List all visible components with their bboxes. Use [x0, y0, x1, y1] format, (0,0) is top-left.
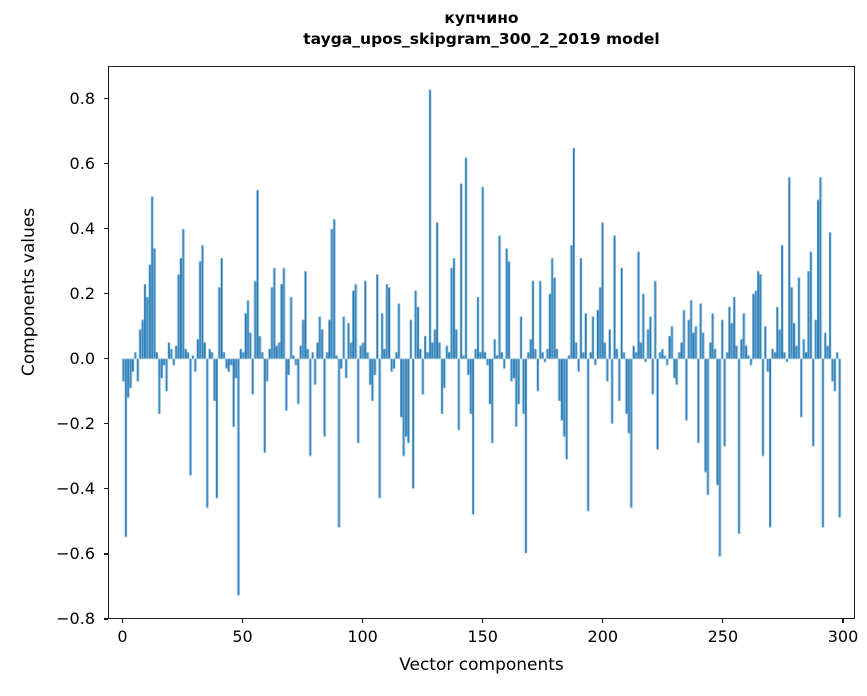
y-tick-label: −0.6 [56, 543, 95, 563]
y-tick-mark [103, 293, 108, 295]
y-tick-label: 0.2 [69, 283, 95, 303]
x-tick-mark [602, 618, 604, 623]
y-tick-mark [103, 228, 108, 230]
y-tick-label: 0.0 [69, 348, 95, 368]
x-tick-mark [722, 618, 724, 623]
x-tick-label: 250 [707, 627, 739, 646]
y-tick-label: −0.8 [56, 609, 95, 628]
y-tick-mark [103, 618, 108, 620]
x-tick-mark [482, 618, 484, 623]
x-tick-mark [842, 618, 844, 623]
bar-series-canvas [109, 67, 854, 618]
chart-title-line1: купчино [444, 9, 519, 27]
x-axis-label: Vector components [399, 655, 564, 675]
x-tick-mark [362, 618, 364, 623]
y-tick-mark [103, 358, 108, 360]
x-tick-label: 300 [827, 627, 859, 646]
x-tick-label: 200 [587, 627, 619, 646]
y-tick-label: −0.4 [56, 478, 95, 498]
y-tick-mark [103, 162, 108, 165]
x-tick-label: 100 [347, 627, 378, 646]
x-tick-mark [121, 618, 123, 623]
x-tick-mark [241, 618, 244, 623]
y-tick-label: 0.6 [69, 153, 95, 173]
x-tick-label: 50 [232, 627, 253, 646]
y-tick-label: 0.8 [69, 88, 95, 108]
y-axis-label: Components values [19, 207, 39, 377]
x-tick-label: 150 [467, 627, 498, 646]
chart-title-line2: tayga_upos_skipgram_300_2_2019 model [303, 30, 660, 48]
y-tick-mark [103, 553, 108, 555]
y-tick-label: −0.2 [56, 413, 95, 433]
chart-title: купчино tayga_upos_skipgram_300_2_2019 mo… [108, 8, 855, 50]
y-tick-mark [103, 97, 108, 100]
x-tick-label: 0 [117, 627, 128, 646]
plot-area [108, 66, 855, 619]
y-tick-mark [103, 488, 108, 490]
y-tick-label: 0.4 [69, 218, 95, 238]
y-tick-mark [103, 423, 108, 425]
